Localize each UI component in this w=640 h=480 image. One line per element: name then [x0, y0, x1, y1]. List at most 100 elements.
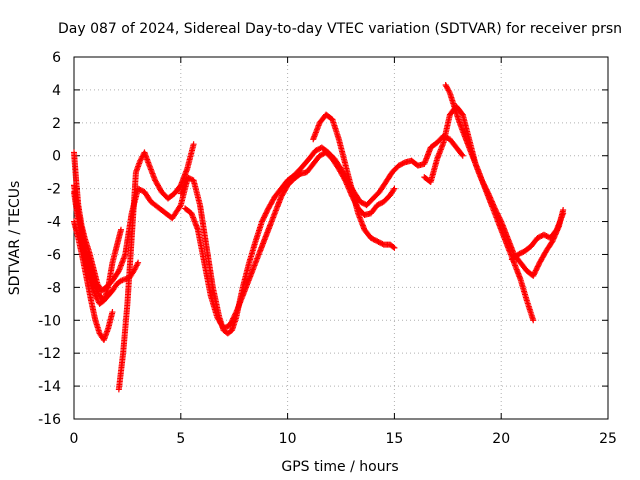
data-point [228, 319, 235, 326]
chart-title: Day 087 of 2024, Sidereal Day-to-day VTE… [58, 21, 622, 37]
x-tick-label: 20 [492, 431, 510, 447]
series-arc3 [71, 188, 124, 307]
data-point [535, 262, 542, 269]
data-point [532, 267, 539, 274]
data-point [458, 151, 465, 158]
data-point [446, 88, 453, 95]
x-tick-label: 15 [385, 431, 403, 447]
y-tick-label: -2 [47, 182, 61, 198]
data-point [496, 215, 503, 222]
data-point [493, 209, 500, 216]
data-point [232, 311, 239, 318]
y-tick-label: 0 [52, 149, 61, 165]
data-point [484, 189, 491, 196]
y-tick-label: -8 [47, 280, 61, 296]
data-point [260, 214, 267, 221]
axis-ticks: 0 5 10 15 20 25 -16 -14 -12 -10 -8 -6 -4 -2 0 2 4 6 [38, 50, 617, 447]
data-point [230, 315, 237, 322]
data-point [531, 270, 538, 277]
series-arc4 [71, 218, 116, 344]
data-point [262, 211, 269, 218]
data-point [135, 259, 142, 266]
data-point [190, 141, 197, 148]
data-point [533, 266, 540, 273]
data-point [227, 320, 234, 327]
data-point [530, 317, 537, 324]
data-point [530, 271, 537, 278]
data-point [483, 186, 490, 193]
data-point [228, 318, 235, 325]
data-point [493, 208, 500, 215]
data-point [494, 211, 501, 218]
plot-frame [73, 56, 609, 420]
data-point [134, 261, 141, 268]
series-arc2 [71, 182, 142, 304]
data-point [492, 206, 499, 213]
data-point [484, 187, 491, 194]
data-point [458, 110, 465, 117]
data-point [560, 210, 567, 217]
data-point [532, 268, 539, 275]
data-point [530, 272, 537, 279]
series-arc9 [442, 81, 537, 324]
data-point [226, 322, 233, 329]
data-point [390, 186, 397, 193]
x-tick-label: 10 [279, 431, 297, 447]
data-point [115, 269, 122, 276]
data-point [497, 217, 504, 224]
y-tick-label: -12 [38, 346, 61, 362]
data-point [264, 208, 271, 215]
data-point [117, 226, 124, 233]
data-point [263, 209, 270, 216]
x-tick-label: 0 [70, 431, 79, 447]
y-tick-label: -4 [47, 215, 61, 231]
data-point [480, 181, 487, 188]
y-tick-label: -6 [47, 247, 61, 263]
data-point [262, 210, 269, 217]
data-point [478, 177, 485, 184]
y-tick-label: 6 [52, 50, 61, 66]
y-tick-label: -10 [38, 313, 61, 329]
x-tick-label: 25 [599, 431, 617, 447]
data-point [534, 263, 541, 270]
data-point [391, 244, 398, 251]
data-point [261, 213, 268, 220]
data-point [491, 205, 498, 212]
data-point [176, 203, 183, 210]
data-point [390, 244, 397, 251]
grid-lines [74, 57, 608, 419]
y-tick-label: -14 [38, 379, 61, 395]
series-arc6 [177, 132, 466, 337]
series-arc11 [508, 210, 567, 263]
data-point [259, 217, 266, 224]
data-point [459, 152, 466, 159]
data-point [482, 185, 489, 192]
series-arc10 [421, 103, 567, 279]
y-tick-label: 2 [52, 116, 61, 132]
data-point [229, 316, 236, 323]
y-tick-label: -16 [38, 412, 61, 428]
series-arc8 [310, 111, 398, 251]
data-point [534, 264, 541, 271]
data-point [391, 185, 398, 192]
data-points [71, 81, 567, 393]
x-tick-label: 5 [176, 431, 185, 447]
data-point [494, 210, 501, 217]
data-point [480, 180, 487, 187]
y-axis-label: SDTVAR / TECUs [7, 181, 23, 296]
data-point [258, 218, 265, 225]
data-point [232, 310, 239, 317]
data-point [481, 182, 488, 189]
data-point [496, 214, 503, 221]
series-arc5 [115, 141, 197, 393]
data-point [495, 213, 502, 220]
data-point [231, 312, 238, 319]
data-point [109, 309, 116, 316]
data-point [482, 183, 489, 190]
data-point [260, 215, 267, 222]
data-point [230, 314, 237, 321]
x-axis-label: GPS time / hours [281, 459, 398, 475]
data-point [479, 178, 486, 185]
y-tick-label: 4 [52, 83, 61, 99]
